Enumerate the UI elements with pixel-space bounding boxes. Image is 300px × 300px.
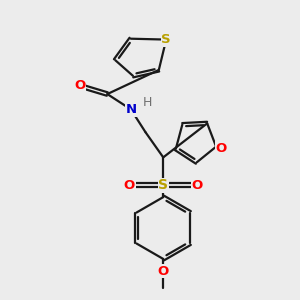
- Text: S: S: [161, 33, 171, 46]
- Text: O: O: [158, 265, 169, 278]
- Text: O: O: [216, 142, 227, 154]
- Text: O: O: [74, 79, 86, 92]
- Text: N: N: [125, 103, 136, 116]
- Text: O: O: [124, 179, 135, 192]
- Text: H: H: [142, 96, 152, 110]
- Text: O: O: [191, 179, 203, 192]
- Text: S: S: [158, 178, 168, 192]
